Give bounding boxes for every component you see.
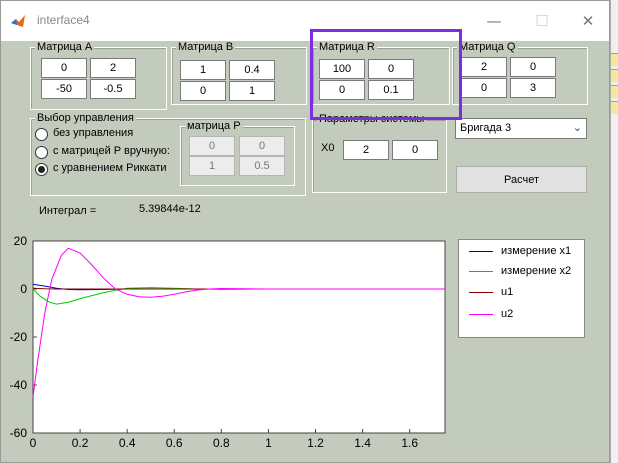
legend-label-x1: измерение x1 — [501, 245, 572, 257]
response-chart: 0 0.2 0.4 0.6 0.8 1 1.2 1.4 1.6 20 0 -20 -40 -60 — [10, 234, 446, 450]
matrix-a-panel: Матрица A — [30, 41, 167, 110]
radio-no-control-label: без управления — [53, 127, 134, 139]
legend-label-u1: u1 — [501, 286, 514, 298]
maximize-icon: ☐ — [535, 12, 549, 30]
edge-marker — [611, 101, 618, 114]
legend-line-x1 — [469, 251, 493, 252]
matrix-q-panel: Матрица Q — [452, 41, 588, 105]
matrix-r-cell-12[interactable]: 0 — [368, 59, 414, 79]
y-tick-label: -20 — [10, 330, 28, 344]
matrix-a-cell-22[interactable]: -0.5 — [90, 79, 136, 99]
matrix-q-cell-11[interactable]: 2 — [461, 57, 507, 77]
close-button[interactable]: ✕ — [565, 1, 609, 41]
x-tick-label: 1 — [265, 436, 272, 450]
legend-item-x2: измерение x2 — [459, 263, 586, 281]
edge-marker — [611, 85, 618, 98]
radio-riccati-label: с уравнением Риккати — [53, 162, 167, 174]
matrix-a-title: Матрица A — [35, 41, 95, 54]
edge-marker — [611, 69, 618, 82]
edge-marker — [611, 53, 618, 66]
matrix-b-title: Матрица B — [176, 41, 236, 54]
matrix-r-cell-21[interactable]: 0 — [319, 80, 365, 100]
calculate-button[interactable]: Расчет — [456, 166, 587, 193]
matrix-r-cell-11[interactable]: 100 — [319, 59, 365, 79]
x0-label: X0 — [321, 142, 335, 154]
matrix-r-cell-22[interactable]: 0.1 — [368, 80, 414, 100]
x-tick-label: 1.4 — [354, 436, 371, 450]
matrix-b-cell-21[interactable]: 0 — [180, 81, 226, 101]
chevron-down-icon: ⌄ — [572, 122, 582, 134]
y-tick-label: 20 — [14, 234, 28, 248]
integral-label: Интеграл = — [39, 205, 97, 217]
x0-field-2[interactable]: 0 — [392, 140, 438, 160]
control-title: Выбор управления — [35, 112, 136, 125]
plot-area — [32, 240, 446, 434]
chart-legend: измерение x1 измерение x2 u1 u2 — [458, 239, 585, 338]
brigade-select-value: Бригада 3 — [460, 122, 512, 134]
matrix-a-cell-11[interactable]: 0 — [41, 58, 87, 78]
matrix-q-title: Матрица Q — [457, 41, 518, 54]
legend-line-x2 — [469, 271, 493, 272]
legend-label-x2: измерение x2 — [501, 265, 572, 277]
matrix-b-cell-22[interactable]: 1 — [229, 81, 275, 101]
matrix-b-cell-11[interactable]: 1 — [180, 60, 226, 80]
background-window-edge — [610, 0, 618, 463]
matrix-r-title: Матрица R — [317, 41, 377, 54]
x-tick-label: 0.8 — [213, 436, 230, 450]
x-tick-label: 0.6 — [166, 436, 183, 450]
y-tick-label: -60 — [10, 426, 28, 440]
maximize-button[interactable]: ☐ — [519, 1, 565, 41]
control-panel: Выбор управления без управления с матриц… — [30, 112, 306, 196]
matrix-p-cell-12: 0 — [239, 136, 285, 156]
legend-label-u2: u2 — [501, 308, 514, 320]
radio-riccati[interactable] — [35, 163, 48, 176]
matrix-p-cell-22: 0.5 — [239, 156, 285, 176]
title-bar: interface4 — ☐ ✕ — [1, 1, 609, 41]
x-tick-label: 0 — [30, 436, 37, 450]
x0-field-1[interactable]: 2 — [343, 140, 389, 160]
integral-value: 5.39844e-12 — [139, 203, 201, 215]
legend-line-u2 — [469, 314, 493, 315]
brigade-select[interactable]: Бригада 3 ⌄ — [455, 118, 587, 139]
y-tick-label: -40 — [10, 378, 28, 392]
legend-item-u1: u1 — [459, 284, 586, 302]
matrix-q-cell-21[interactable]: 0 — [461, 78, 507, 98]
x-tick-label: 0.2 — [72, 436, 89, 450]
close-icon: ✕ — [581, 12, 595, 30]
legend-line-u1 — [469, 292, 493, 293]
matrix-p-title: матрица P — [185, 120, 243, 133]
window-title: interface4 — [37, 13, 90, 27]
radio-manual-p[interactable] — [35, 146, 48, 159]
legend-item-u2: u2 — [459, 306, 586, 324]
x-tick-label: 1.2 — [307, 436, 324, 450]
series-line-3 — [32, 287, 445, 290]
minimize-button[interactable]: — — [471, 1, 517, 41]
matrix-a-cell-12[interactable]: 2 — [90, 58, 136, 78]
series-line-4 — [32, 247, 445, 398]
calculate-button-label: Расчет — [504, 173, 539, 186]
y-tick-label: 0 — [20, 282, 27, 296]
matrix-r-panel: Матрица R — [312, 41, 450, 105]
x-tick-label: 0.4 — [119, 436, 136, 450]
matrix-b-panel: Матрица B — [171, 41, 307, 105]
radio-no-control[interactable] — [35, 128, 48, 141]
matrix-a-cell-21[interactable]: -50 — [41, 79, 87, 99]
legend-item-x1: измерение x1 — [459, 243, 586, 261]
matrix-p-panel: матрица P — [180, 120, 295, 186]
radio-manual-p-label: с матрицей P вручную: — [53, 145, 170, 157]
matrix-q-cell-12[interactable]: 0 — [510, 57, 556, 77]
x-tick-label: 1.6 — [401, 436, 418, 450]
matrix-b-cell-12[interactable]: 0.4 — [229, 60, 275, 80]
minimize-icon: — — [486, 12, 502, 30]
matrix-p-cell-21: 1 — [189, 156, 235, 176]
system-params-title: Параметры системы — [317, 113, 427, 126]
matrix-p-cell-11: 0 — [189, 136, 235, 156]
matlab-icon — [11, 15, 25, 27]
matrix-q-cell-22[interactable]: 3 — [510, 78, 556, 98]
